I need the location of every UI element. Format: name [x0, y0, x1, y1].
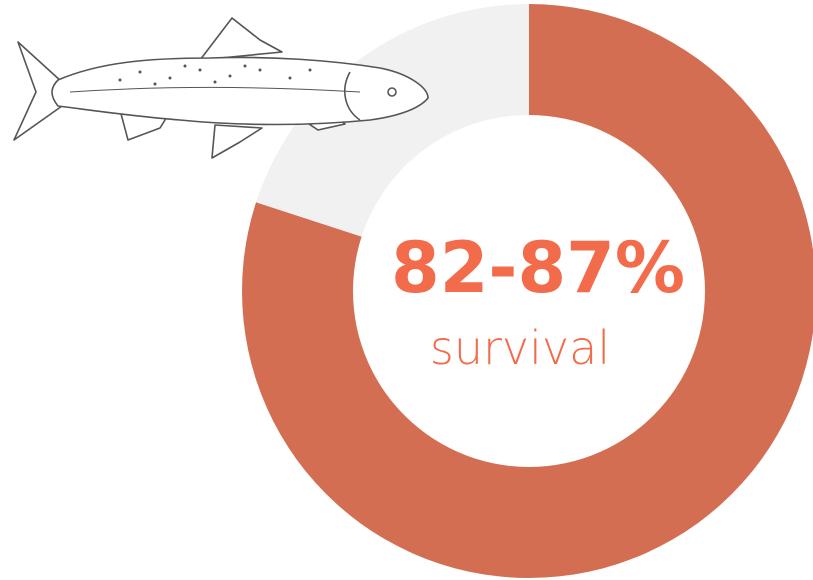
center-label: survival: [430, 321, 610, 375]
donut-slice: [256, 4, 529, 237]
donut-slice: [242, 4, 813, 578]
center-value: 82-87%: [391, 227, 685, 309]
donut: [242, 4, 813, 578]
fish-illustration: [13, 17, 429, 159]
